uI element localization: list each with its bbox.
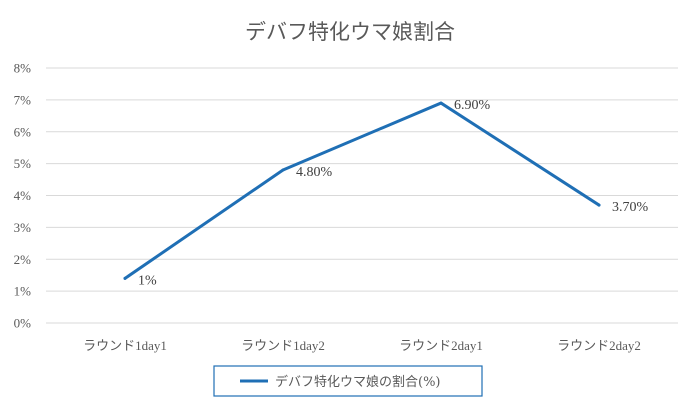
data-point — [439, 101, 443, 105]
y-tick-label: 8% — [14, 61, 32, 76]
y-tick-label: 0% — [14, 316, 32, 331]
chart-title: デバフ特化ウマ娘割合 — [245, 20, 455, 44]
y-tick-label: 7% — [14, 92, 32, 107]
x-axis-ticks: ラウンド1day1 ラウンド1day2 ラウンド2day1 ラウンド2day2 — [83, 338, 641, 353]
y-tick-label: 1% — [14, 284, 32, 299]
y-tick-label: 5% — [14, 156, 32, 171]
x-tick-label: ラウンド1day1 — [83, 338, 167, 353]
series-layer — [123, 101, 601, 280]
y-tick-label: 3% — [14, 220, 32, 235]
x-tick-label: ラウンド2day2 — [557, 338, 641, 353]
x-tick-label: ラウンド1day2 — [241, 338, 325, 353]
y-tick-label: 2% — [14, 252, 32, 267]
legend-box — [213, 365, 483, 397]
y-tick-label: 6% — [14, 124, 32, 139]
data-point — [281, 168, 285, 172]
legend: デバフ特化ウマ娘の割合(%) — [213, 365, 483, 397]
data-point — [597, 203, 601, 207]
data-label: 3.70% — [612, 200, 649, 215]
legend-series-label: デバフ特化ウマ娘の割合(%) — [275, 374, 441, 390]
data-label: 1% — [138, 273, 157, 288]
y-axis-ticks: 0% 1% 2% 3% 4% 5% 6% 7% 8% — [14, 61, 32, 331]
data-label: 6.90% — [454, 98, 491, 113]
x-tick-label: ラウンド2day1 — [399, 338, 483, 353]
data-point — [123, 276, 127, 280]
y-tick-label: 4% — [14, 188, 32, 203]
data-label: 4.80% — [296, 165, 333, 180]
series-line — [123, 101, 601, 280]
data-labels: 1% 4.80% 6.90% 3.70% — [138, 98, 649, 288]
